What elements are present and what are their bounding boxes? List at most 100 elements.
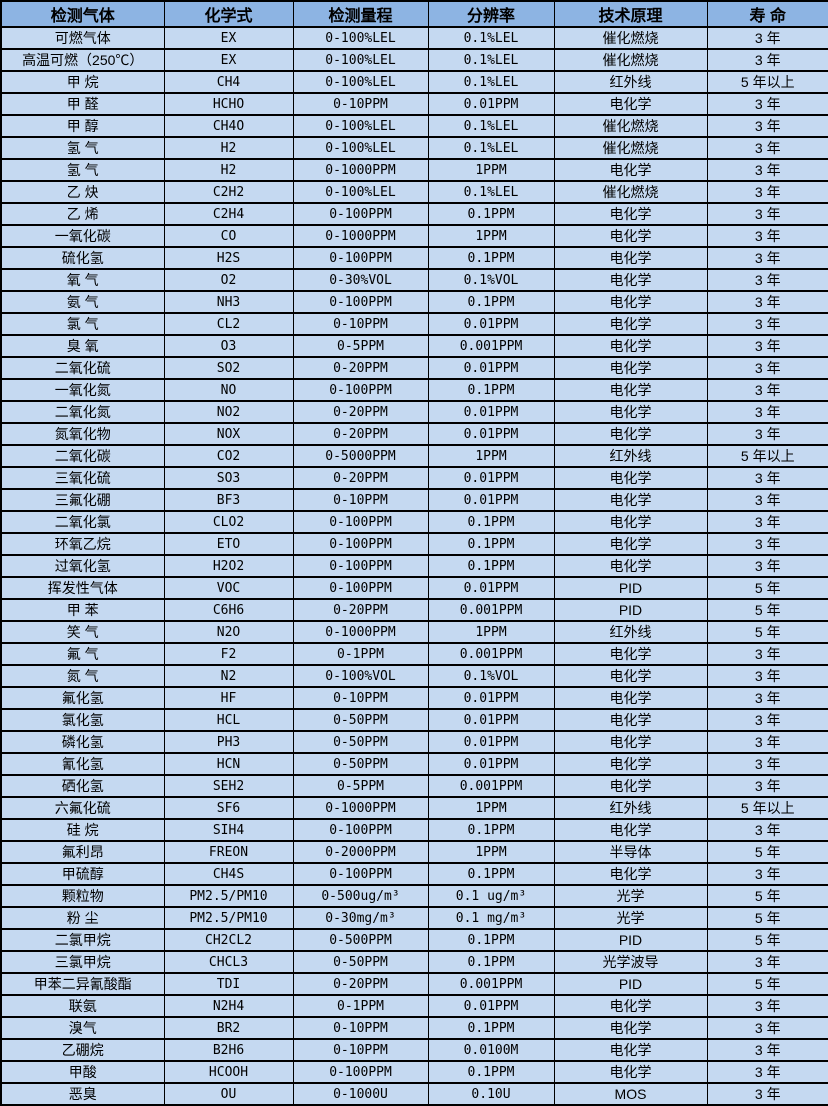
cell-lifespan: 3 年 (706, 862, 828, 886)
cell-gas-name: 乙硼烷 (0, 1038, 165, 1062)
cell-resolution: 0.1%LEL (427, 136, 555, 160)
cell-lifespan: 5 年 (706, 840, 828, 864)
cell-lifespan: 3 年 (706, 136, 828, 160)
cell-detection-range: 0-1PPM (292, 994, 429, 1018)
cell-chemical-formula: FREON (163, 840, 294, 864)
cell-detection-range: 0-10PPM (292, 1038, 429, 1062)
cell-gas-name: 粉 尘 (0, 906, 165, 930)
cell-detection-range: 0-5PPM (292, 774, 429, 798)
cell-resolution: 0.01PPM (427, 686, 555, 710)
cell-resolution: 0.1PPM (427, 950, 555, 974)
cell-resolution: 0.1%VOL (427, 268, 555, 292)
col-header-principle: 技术原理 (553, 0, 708, 28)
col-header-resolution: 分辨率 (427, 0, 555, 28)
cell-gas-name: 磷化氢 (0, 730, 165, 754)
cell-chemical-formula: EX (163, 26, 294, 50)
cell-lifespan: 3 年 (706, 290, 828, 314)
cell-detection-range: 0-50PPM (292, 950, 429, 974)
cell-technical-principle: 电化学 (553, 1016, 708, 1040)
table-row: 氢 气 H2 0-100%LEL 0.1%LEL 催化燃烧 3 年 (0, 136, 828, 160)
cell-lifespan: 3 年 (706, 708, 828, 732)
table-row: 恶臭 OU 0-1000U 0.10U MOS 3 年 (0, 1082, 828, 1106)
cell-gas-name: 二氧化氯 (0, 510, 165, 534)
cell-detection-range: 0-1000PPM (292, 620, 429, 644)
cell-gas-name: 氟化氢 (0, 686, 165, 710)
cell-detection-range: 0-100PPM (292, 290, 429, 314)
cell-chemical-formula: NOX (163, 422, 294, 446)
cell-technical-principle: 电化学 (553, 862, 708, 886)
cell-gas-name: 甲 苯 (0, 598, 165, 622)
cell-detection-range: 0-5PPM (292, 334, 429, 358)
cell-resolution: 1PPM (427, 444, 555, 468)
cell-chemical-formula: CH2CL2 (163, 928, 294, 952)
cell-lifespan: 3 年 (706, 642, 828, 666)
cell-lifespan: 3 年 (706, 752, 828, 776)
cell-chemical-formula: NH3 (163, 290, 294, 314)
cell-gas-name: 氟利昂 (0, 840, 165, 864)
cell-lifespan: 3 年 (706, 1060, 828, 1084)
cell-lifespan: 5 年 (706, 972, 828, 996)
cell-resolution: 0.01PPM (427, 752, 555, 776)
cell-resolution: 0.001PPM (427, 972, 555, 996)
cell-technical-principle: 半导体 (553, 840, 708, 864)
cell-chemical-formula: NO2 (163, 400, 294, 424)
cell-chemical-formula: VOC (163, 576, 294, 600)
cell-resolution: 1PPM (427, 840, 555, 864)
cell-detection-range: 0-30mg/m³ (292, 906, 429, 930)
cell-chemical-formula: O3 (163, 334, 294, 358)
cell-chemical-formula: CO (163, 224, 294, 248)
cell-chemical-formula: PM2.5/PM10 (163, 906, 294, 930)
cell-detection-range: 0-20PPM (292, 972, 429, 996)
cell-gas-name: 臭 氧 (0, 334, 165, 358)
cell-detection-range: 0-100PPM (292, 1060, 429, 1084)
cell-chemical-formula: F2 (163, 642, 294, 666)
table-row: 环氧乙烷 ETO 0-100PPM 0.1PPM 电化学 3 年 (0, 532, 828, 556)
cell-chemical-formula: CLO2 (163, 510, 294, 534)
cell-gas-name: 三氟化硼 (0, 488, 165, 512)
cell-technical-principle: 电化学 (553, 1038, 708, 1062)
table-row: 氧 气 O2 0-30%VOL 0.1%VOL 电化学 3 年 (0, 268, 828, 292)
cell-technical-principle: 电化学 (553, 202, 708, 226)
cell-detection-range: 0-100%LEL (292, 26, 429, 50)
table-row: 氰化氢 HCN 0-50PPM 0.01PPM 电化学 3 年 (0, 752, 828, 776)
cell-resolution: 0.1PPM (427, 1016, 555, 1040)
cell-resolution: 0.01PPM (427, 994, 555, 1018)
cell-resolution: 0.1 ug/m³ (427, 884, 555, 908)
cell-resolution: 0.1%LEL (427, 180, 555, 204)
cell-resolution: 0.1%LEL (427, 48, 555, 72)
cell-lifespan: 5 年 (706, 928, 828, 952)
cell-chemical-formula: H2 (163, 136, 294, 160)
cell-lifespan: 3 年 (706, 686, 828, 710)
cell-detection-range: 0-100PPM (292, 532, 429, 556)
table-row: 甲 醇 CH4O 0-100%LEL 0.1%LEL 催化燃烧 3 年 (0, 114, 828, 138)
cell-chemical-formula: C6H6 (163, 598, 294, 622)
cell-technical-principle: 电化学 (553, 92, 708, 116)
table-row: 可燃气体 EX 0-100%LEL 0.1%LEL 催化燃烧 3 年 (0, 26, 828, 50)
cell-resolution: 0.1%LEL (427, 26, 555, 50)
cell-technical-principle: 红外线 (553, 796, 708, 820)
table-row: 粉 尘 PM2.5/PM10 0-30mg/m³ 0.1 mg/m³ 光学 5 … (0, 906, 828, 930)
table-row: 颗粒物 PM2.5/PM10 0-500ug/m³ 0.1 ug/m³ 光学 5… (0, 884, 828, 908)
cell-lifespan: 3 年 (706, 246, 828, 270)
cell-chemical-formula: CH4S (163, 862, 294, 886)
cell-technical-principle: 电化学 (553, 422, 708, 446)
cell-lifespan: 3 年 (706, 532, 828, 556)
cell-technical-principle: 电化学 (553, 158, 708, 182)
cell-gas-name: 过氧化氢 (0, 554, 165, 578)
cell-detection-range: 0-30%VOL (292, 268, 429, 292)
cell-technical-principle: 催化燃烧 (553, 48, 708, 72)
cell-resolution: 0.1PPM (427, 862, 555, 886)
cell-technical-principle: PID (553, 598, 708, 622)
cell-gas-name: 乙 烯 (0, 202, 165, 226)
cell-lifespan: 3 年 (706, 950, 828, 974)
cell-technical-principle: 电化学 (553, 686, 708, 710)
cell-resolution: 0.1 mg/m³ (427, 906, 555, 930)
cell-detection-range: 0-100PPM (292, 554, 429, 578)
cell-lifespan: 5 年 (706, 598, 828, 622)
cell-detection-range: 0-50PPM (292, 730, 429, 754)
cell-detection-range: 0-100%VOL (292, 664, 429, 688)
cell-technical-principle: 电化学 (553, 708, 708, 732)
cell-technical-principle: 电化学 (553, 290, 708, 314)
cell-lifespan: 3 年 (706, 774, 828, 798)
cell-detection-range: 0-100%LEL (292, 114, 429, 138)
